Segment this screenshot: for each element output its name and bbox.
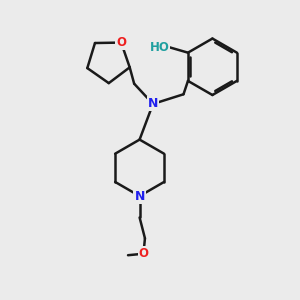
Text: HO: HO [150,41,169,54]
Text: N: N [148,98,158,110]
Text: N: N [134,190,145,202]
Text: O: O [116,36,126,49]
Text: O: O [139,247,148,260]
